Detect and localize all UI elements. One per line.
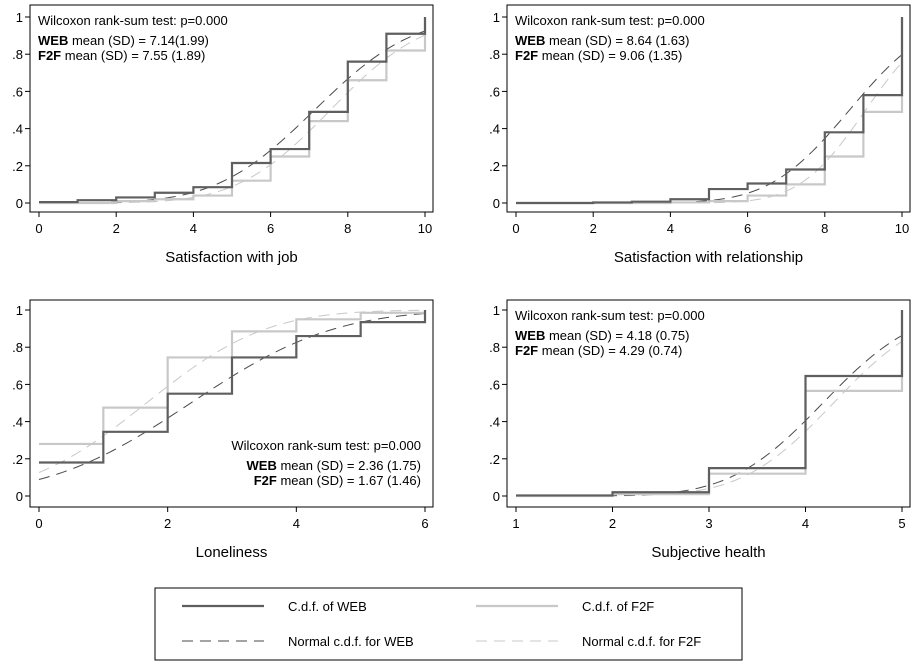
y-tick-label: 0 [16, 196, 23, 211]
x-axis-label: Satisfaction with job [165, 249, 298, 266]
series-line-c-d-f-of-web [39, 310, 427, 464]
legend-label: Normal c.d.f. for WEB [288, 634, 414, 649]
y-tick-label: .2 [489, 159, 500, 174]
x-tick-label: 6 [421, 516, 428, 531]
y-tick-label: 0 [493, 489, 500, 504]
chart-panel-4: 0 .2 .4 .6 .8 1 1 2 3 4 5 Subjective health Wilcoxon… [489, 299, 911, 561]
x-axis-label: Satisfaction with relationship [614, 249, 803, 266]
x-tick-label: 10 [895, 221, 909, 236]
series-line-c-d-f-of-web [516, 310, 904, 497]
stats-line-f2f: F2F mean (SD) = 1.67 (1.46) [254, 473, 421, 488]
stats-value: mean (SD) = 4.29 (0.74) [538, 343, 682, 358]
stats-line-web: WEB mean (SD) = 8.64 (1.63) [515, 33, 690, 48]
group-label: F2F [38, 48, 61, 63]
stats-line-web: WEB mean (SD) = 2.36 (1.75) [247, 458, 422, 473]
stats-line-f2f: F2F mean (SD) = 9.06 (1.35) [515, 48, 682, 63]
x-tick-label: 4 [667, 221, 674, 236]
x-axis-label: Loneliness [196, 544, 268, 561]
y-tick-label: .2 [489, 452, 500, 467]
group-label: WEB [515, 328, 545, 343]
legend: C.d.f. of WEB C.d.f. of F2F Normal c.d.f. … [154, 587, 743, 661]
y-tick-label: 0 [16, 489, 23, 504]
stats-value: mean (SD) = 4.18 (0.75) [545, 328, 689, 343]
test-annotation: Wilcoxon rank-sum test: p=0.000 [515, 308, 705, 323]
x-tick-label: 0 [512, 221, 519, 236]
y-tick-label: .6 [489, 84, 500, 99]
stats-value: mean (SD) = 9.06 (1.35) [538, 48, 682, 63]
x-tick-label: 4 [190, 221, 197, 236]
stats-line-f2f: F2F mean (SD) = 4.29 (0.74) [515, 343, 682, 358]
group-label: WEB [38, 33, 68, 48]
legend-label: C.d.f. of F2F [582, 599, 654, 614]
x-tick-label: 6 [267, 221, 274, 236]
x-tick-label: 0 [35, 221, 42, 236]
y-tick-label: .6 [489, 377, 500, 392]
series-line-c-d-f-of-web [39, 17, 427, 204]
x-tick-label: 2 [113, 221, 120, 236]
stats-line-web: WEB mean (SD) = 7.14(1.99) [38, 33, 209, 48]
stats-value: mean (SD) = 1.67 (1.46) [277, 473, 421, 488]
group-label: F2F [515, 48, 538, 63]
y-tick-label: .8 [489, 47, 500, 62]
x-tick-label: 10 [418, 221, 432, 236]
series-line-c-d-f-of-web [516, 17, 904, 205]
stats-value: mean (SD) = 7.14(1.99) [68, 33, 209, 48]
y-tick-label: .2 [12, 452, 23, 467]
x-tick-label: 8 [821, 221, 828, 236]
y-tick-label: .8 [12, 340, 23, 355]
y-tick-label: .4 [489, 415, 500, 430]
x-axis-label: Subjective health [651, 544, 765, 561]
series-line-c-d-f-of-f2f [39, 17, 427, 205]
x-tick-label: 2 [609, 516, 616, 531]
y-tick-label: .4 [12, 122, 23, 137]
y-tick-label: .4 [489, 122, 500, 137]
x-tick-label: 6 [744, 221, 751, 236]
stats-value: mean (SD) = 2.36 (1.75) [277, 458, 421, 473]
y-tick-label: 1 [493, 303, 500, 318]
y-tick-label: .8 [489, 340, 500, 355]
y-tick-label: .6 [12, 84, 23, 99]
group-label: F2F [515, 343, 538, 358]
series-line-c-d-f-of-f2f [39, 310, 427, 446]
test-annotation: Wilcoxon rank-sum test: p=0.000 [515, 13, 705, 28]
stats-line-f2f: F2F mean (SD) = 7.55 (1.89) [38, 48, 205, 63]
y-tick-label: 1 [493, 10, 500, 25]
stats-value: mean (SD) = 7.55 (1.89) [61, 48, 205, 63]
plot-frame [506, 4, 911, 213]
legend-label: Normal c.d.f. for F2F [582, 634, 701, 649]
test-annotation: Wilcoxon rank-sum test: p=0.000 [231, 438, 421, 453]
x-tick-label: 2 [590, 221, 597, 236]
chart-panel-3: 0 .2 .4 .6 .8 1 0 2 4 6 Loneliness Wilcoxon rank-su… [12, 299, 434, 561]
y-tick-label: 1 [16, 10, 23, 25]
y-tick-label: .4 [12, 415, 23, 430]
x-tick-label: 4 [802, 516, 809, 531]
x-tick-label: 1 [512, 516, 519, 531]
test-annotation: Wilcoxon rank-sum test: p=0.000 [38, 13, 228, 28]
y-tick-label: .8 [12, 47, 23, 62]
x-tick-label: 8 [344, 221, 351, 236]
legend-label: C.d.f. of WEB [288, 599, 367, 614]
y-tick-label: .2 [12, 159, 23, 174]
x-tick-label: 4 [293, 516, 300, 531]
group-label: WEB [515, 33, 545, 48]
x-tick-label: 0 [35, 516, 42, 531]
x-tick-label: 2 [164, 516, 171, 531]
y-tick-label: 0 [493, 196, 500, 211]
x-tick-label: 3 [705, 516, 712, 531]
x-tick-label: 5 [898, 516, 905, 531]
legend-box [154, 587, 743, 661]
group-label: WEB [247, 458, 277, 473]
stats-value: mean (SD) = 8.64 (1.63) [545, 33, 689, 48]
y-tick-label: .6 [12, 377, 23, 392]
y-tick-label: 1 [16, 303, 23, 318]
stats-line-web: WEB mean (SD) = 4.18 (0.75) [515, 328, 690, 343]
group-label: F2F [254, 473, 277, 488]
